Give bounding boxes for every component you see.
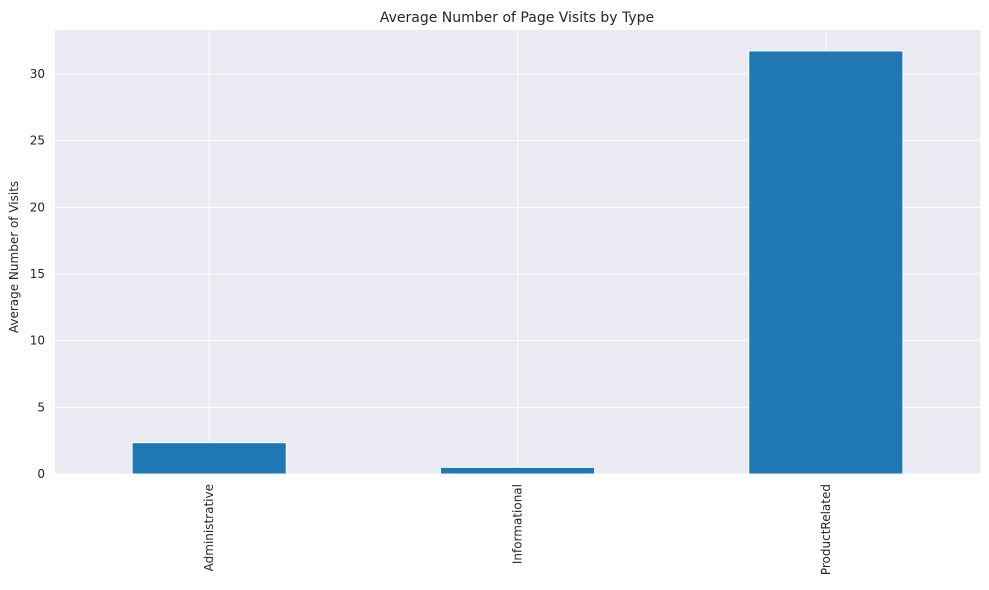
bar-informational	[439, 466, 596, 475]
y-tick-label: 10	[30, 334, 45, 348]
bar-productrelated	[748, 50, 904, 475]
bar-administrative	[131, 442, 287, 475]
y-tick-label: 20	[30, 200, 45, 214]
plot-area	[55, 30, 980, 475]
y-tick-label: 5	[37, 400, 45, 414]
y-axis-label: Average Number of Visits	[7, 181, 21, 333]
x-tick-label: Informational	[511, 484, 525, 564]
x-tick-labels: Administrative Informational ProductRelate…	[202, 484, 833, 575]
y-tick-label: 30	[30, 67, 45, 81]
bars	[131, 50, 904, 475]
y-tick-label: 15	[30, 267, 45, 281]
chart-title: Average Number of Page Visits by Type	[380, 10, 654, 26]
y-tick-labels: 0 5 10 15 20 25 30	[30, 67, 45, 481]
x-tick-label: ProductRelated	[819, 484, 833, 575]
y-tick-label: 25	[30, 134, 45, 148]
x-tick-label: Administrative	[202, 484, 216, 571]
y-tick-label: 0	[37, 467, 45, 481]
